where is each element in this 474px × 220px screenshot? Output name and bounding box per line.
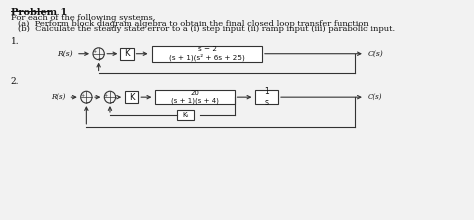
Text: 2.: 2.	[11, 77, 19, 86]
FancyBboxPatch shape	[153, 46, 262, 62]
Text: −: −	[98, 56, 102, 61]
Text: s − 2
(s + 1)(s² + 6s + 25): s − 2 (s + 1)(s² + 6s + 25)	[169, 46, 245, 61]
Text: K: K	[124, 49, 130, 58]
Text: 20
(s + 1)(s + 4): 20 (s + 1)(s + 4)	[171, 90, 219, 104]
Text: C(s): C(s)	[368, 93, 382, 101]
Text: −: −	[85, 99, 90, 104]
Text: (b)  Calculate the steady state error to a (i) step input (ii) ramp input (iii) : (b) Calculate the steady state error to …	[18, 25, 395, 33]
Text: (a)  Perform block diagram algebra to obtain the final closed loop transfer func: (a) Perform block diagram algebra to obt…	[18, 20, 369, 28]
Text: For each of the following systems,: For each of the following systems,	[11, 14, 155, 22]
Text: 1.: 1.	[11, 37, 19, 46]
Text: R(s): R(s)	[51, 93, 65, 101]
FancyBboxPatch shape	[125, 91, 138, 103]
Text: −: −	[109, 99, 114, 104]
Text: +: +	[92, 50, 96, 54]
Text: K: K	[129, 93, 135, 102]
Text: C(s): C(s)	[368, 50, 383, 58]
Text: +: +	[80, 93, 84, 98]
FancyBboxPatch shape	[120, 48, 134, 60]
FancyBboxPatch shape	[177, 110, 194, 120]
Text: 1
s: 1 s	[264, 88, 269, 107]
Text: +: +	[104, 93, 108, 98]
FancyBboxPatch shape	[155, 90, 235, 104]
FancyBboxPatch shape	[255, 90, 278, 104]
Text: Kₜ: Kₜ	[182, 112, 189, 118]
Text: R(s): R(s)	[57, 50, 73, 58]
Text: Problem 1: Problem 1	[11, 8, 67, 17]
